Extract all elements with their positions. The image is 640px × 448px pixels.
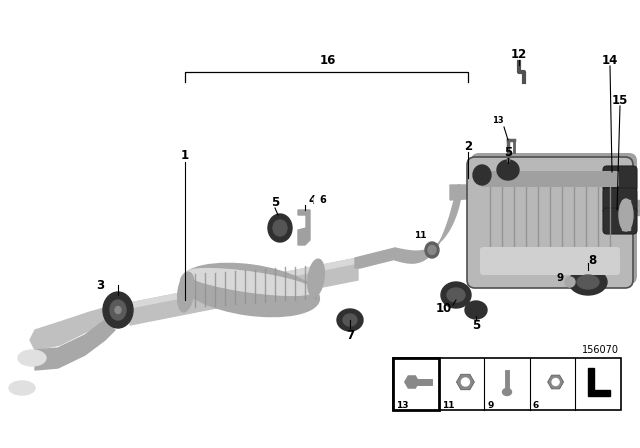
Ellipse shape	[186, 269, 314, 295]
Ellipse shape	[273, 220, 287, 236]
Ellipse shape	[577, 275, 599, 289]
Text: 5: 5	[271, 195, 279, 208]
Ellipse shape	[178, 272, 195, 312]
Text: 16: 16	[320, 53, 336, 66]
Ellipse shape	[343, 314, 357, 326]
Ellipse shape	[103, 292, 133, 328]
Polygon shape	[622, 200, 630, 230]
FancyBboxPatch shape	[603, 208, 637, 234]
Ellipse shape	[115, 306, 121, 314]
Text: 1: 1	[181, 148, 189, 161]
Text: 11: 11	[413, 231, 426, 240]
Text: 13: 13	[492, 116, 504, 125]
Circle shape	[552, 379, 559, 385]
Ellipse shape	[3, 382, 37, 402]
Ellipse shape	[565, 277, 575, 287]
Text: 8: 8	[588, 254, 596, 267]
FancyBboxPatch shape	[481, 171, 619, 187]
Bar	[393, 358, 621, 410]
Ellipse shape	[428, 246, 436, 254]
Ellipse shape	[337, 309, 363, 331]
Ellipse shape	[569, 269, 607, 295]
Text: 6: 6	[532, 401, 539, 409]
Polygon shape	[130, 258, 358, 308]
Text: 7: 7	[346, 328, 354, 341]
Ellipse shape	[9, 381, 35, 395]
Text: 5: 5	[504, 146, 512, 159]
Circle shape	[489, 111, 507, 129]
Text: 11: 11	[442, 401, 454, 409]
Ellipse shape	[180, 263, 319, 317]
Ellipse shape	[5, 378, 39, 398]
Polygon shape	[30, 305, 130, 350]
Ellipse shape	[441, 282, 471, 308]
Text: 9: 9	[556, 273, 564, 283]
Ellipse shape	[497, 160, 519, 180]
Ellipse shape	[502, 388, 511, 396]
FancyBboxPatch shape	[467, 157, 633, 288]
Ellipse shape	[18, 350, 46, 366]
Text: 10: 10	[436, 302, 452, 314]
Ellipse shape	[268, 214, 292, 242]
Circle shape	[461, 378, 469, 386]
Text: 12: 12	[511, 47, 527, 60]
Polygon shape	[35, 320, 115, 370]
Ellipse shape	[110, 300, 126, 320]
FancyBboxPatch shape	[603, 166, 637, 192]
Ellipse shape	[465, 301, 487, 319]
Polygon shape	[355, 248, 400, 268]
Text: 4: 4	[309, 194, 317, 207]
Polygon shape	[395, 185, 461, 263]
Ellipse shape	[308, 259, 324, 297]
Polygon shape	[450, 185, 480, 200]
Polygon shape	[588, 368, 610, 396]
Polygon shape	[548, 375, 564, 389]
Text: 3: 3	[96, 279, 104, 292]
Text: 15: 15	[612, 94, 628, 107]
FancyBboxPatch shape	[480, 247, 620, 275]
Polygon shape	[456, 374, 474, 390]
Bar	[393, 358, 438, 410]
Text: 14: 14	[602, 53, 618, 66]
Ellipse shape	[11, 350, 47, 372]
Text: 2: 2	[464, 139, 472, 152]
FancyBboxPatch shape	[471, 153, 637, 284]
Polygon shape	[623, 200, 640, 215]
FancyBboxPatch shape	[603, 188, 637, 214]
Text: 13: 13	[396, 401, 408, 409]
Text: 6: 6	[319, 195, 326, 205]
Polygon shape	[130, 258, 358, 325]
Text: 9: 9	[487, 401, 493, 409]
Ellipse shape	[14, 347, 50, 369]
Text: 156070: 156070	[582, 345, 619, 355]
Circle shape	[314, 191, 332, 209]
Ellipse shape	[447, 288, 465, 302]
Ellipse shape	[619, 199, 633, 231]
Polygon shape	[405, 376, 419, 388]
Polygon shape	[298, 210, 310, 245]
Ellipse shape	[425, 242, 439, 258]
Ellipse shape	[473, 165, 491, 185]
Text: 5: 5	[472, 319, 480, 332]
